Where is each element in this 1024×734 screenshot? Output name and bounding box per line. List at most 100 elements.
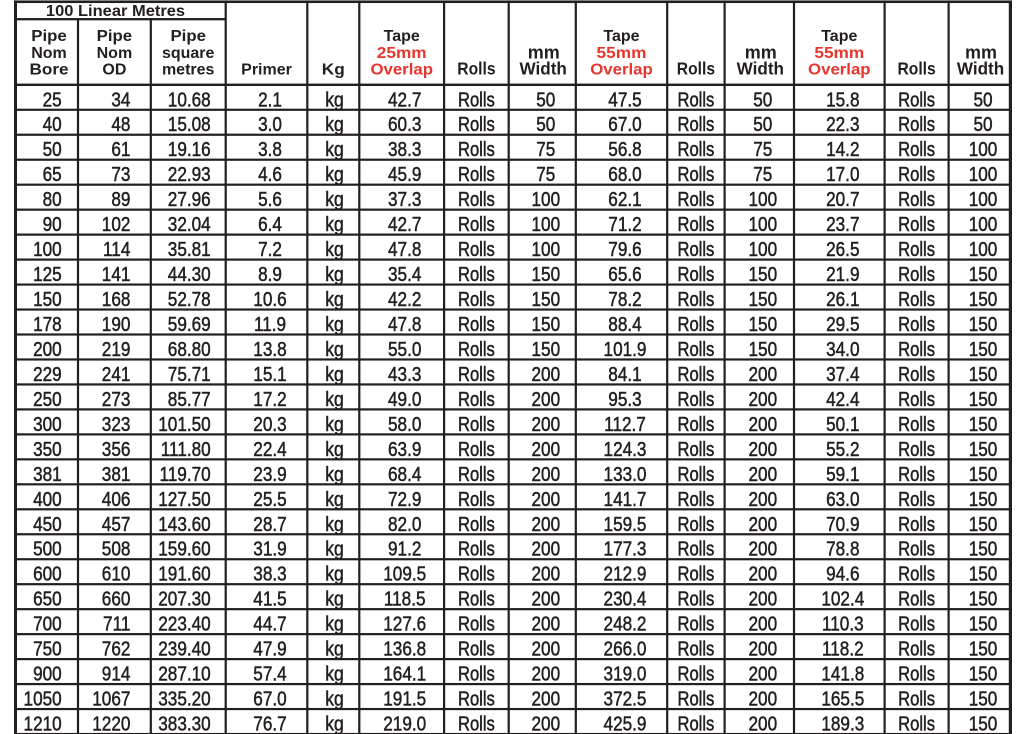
- svg-text:150: 150: [969, 612, 998, 635]
- svg-text:kg: kg: [325, 488, 344, 510]
- svg-text:119.70: 119.70: [160, 463, 211, 486]
- svg-text:150: 150: [969, 263, 998, 286]
- svg-text:Overlap: Overlap: [370, 61, 433, 79]
- svg-text:241: 241: [102, 363, 131, 386]
- svg-text:200: 200: [531, 488, 560, 511]
- svg-text:Rolls: Rolls: [458, 338, 495, 361]
- svg-text:650: 650: [33, 587, 62, 610]
- svg-text:223.40: 223.40: [158, 612, 210, 635]
- svg-text:136.8: 136.8: [383, 637, 426, 660]
- svg-text:200: 200: [748, 587, 777, 610]
- svg-text:Nom: Nom: [31, 45, 67, 62]
- svg-text:914: 914: [102, 662, 131, 685]
- svg-text:55.2: 55.2: [826, 438, 859, 461]
- svg-text:41.5: 41.5: [253, 587, 286, 610]
- svg-text:50: 50: [43, 138, 62, 161]
- svg-text:Rolls: Rolls: [898, 362, 935, 385]
- svg-text:200: 200: [531, 687, 560, 710]
- svg-text:150: 150: [969, 687, 998, 710]
- svg-text:15.1: 15.1: [253, 363, 286, 386]
- svg-text:50: 50: [973, 88, 992, 111]
- svg-text:Rolls: Rolls: [458, 238, 495, 261]
- svg-text:21.9: 21.9: [826, 263, 859, 286]
- svg-text:75: 75: [753, 138, 772, 161]
- svg-text:kg: kg: [325, 613, 344, 635]
- svg-text:32.04: 32.04: [168, 213, 211, 236]
- svg-text:200: 200: [748, 712, 777, 734]
- svg-text:52.78: 52.78: [168, 288, 211, 311]
- svg-text:78.8: 78.8: [826, 537, 859, 560]
- svg-text:75.71: 75.71: [168, 363, 211, 386]
- svg-text:372.5: 372.5: [604, 687, 647, 710]
- svg-text:68.0: 68.0: [608, 163, 641, 186]
- svg-text:Rolls: Rolls: [898, 612, 935, 635]
- svg-text:kg: kg: [325, 687, 344, 709]
- svg-text:Rolls: Rolls: [677, 412, 714, 435]
- svg-text:350: 350: [33, 438, 62, 461]
- svg-text:200: 200: [531, 537, 560, 560]
- svg-text:150: 150: [969, 463, 998, 486]
- svg-text:kg: kg: [325, 313, 344, 335]
- svg-text:100: 100: [531, 238, 560, 261]
- svg-text:150: 150: [969, 438, 998, 461]
- svg-text:50: 50: [753, 113, 772, 136]
- svg-text:Pipe: Pipe: [97, 27, 132, 45]
- svg-text:1220: 1220: [92, 712, 130, 734]
- svg-text:Rolls: Rolls: [898, 662, 935, 685]
- svg-text:7.2: 7.2: [258, 238, 282, 261]
- svg-text:20.7: 20.7: [826, 188, 859, 211]
- svg-text:49.0: 49.0: [388, 388, 421, 411]
- svg-text:356: 356: [102, 438, 131, 461]
- svg-text:29.5: 29.5: [826, 313, 859, 336]
- svg-text:22.4: 22.4: [253, 438, 286, 461]
- svg-text:150: 150: [969, 413, 998, 436]
- svg-text:kg: kg: [325, 88, 344, 110]
- svg-text:73: 73: [111, 163, 130, 186]
- svg-text:164.1: 164.1: [383, 662, 426, 685]
- svg-text:150: 150: [531, 313, 560, 336]
- svg-text:Rolls: Rolls: [898, 138, 935, 161]
- svg-text:Overlap: Overlap: [808, 61, 871, 79]
- svg-text:900: 900: [33, 662, 62, 685]
- svg-text:Rolls: Rolls: [677, 637, 714, 660]
- svg-text:Bore: Bore: [30, 60, 69, 78]
- svg-text:square: square: [162, 45, 215, 62]
- svg-text:kg: kg: [325, 413, 344, 435]
- svg-text:63.0: 63.0: [826, 488, 859, 511]
- svg-text:70.9: 70.9: [826, 513, 859, 536]
- svg-text:kg: kg: [325, 463, 344, 485]
- svg-text:Rolls: Rolls: [898, 462, 935, 485]
- svg-text:Rolls: Rolls: [458, 412, 495, 435]
- svg-text:Rolls: Rolls: [458, 88, 495, 111]
- svg-text:159.5: 159.5: [604, 513, 647, 536]
- svg-text:Rolls: Rolls: [677, 288, 714, 311]
- svg-text:600: 600: [33, 562, 62, 585]
- svg-text:711: 711: [103, 612, 130, 635]
- svg-text:56.8: 56.8: [608, 138, 641, 161]
- svg-text:381: 381: [102, 463, 131, 486]
- svg-text:200: 200: [748, 687, 777, 710]
- svg-text:Rolls: Rolls: [458, 188, 495, 211]
- svg-text:19.16: 19.16: [168, 138, 211, 161]
- svg-text:100: 100: [748, 238, 777, 261]
- svg-text:35.4: 35.4: [388, 263, 421, 286]
- svg-text:Rolls: Rolls: [458, 462, 495, 485]
- svg-text:42.7: 42.7: [388, 213, 421, 236]
- svg-text:4.6: 4.6: [258, 163, 282, 186]
- svg-text:508: 508: [102, 537, 131, 560]
- svg-text:Rolls: Rolls: [898, 338, 935, 361]
- svg-text:Rolls: Rolls: [898, 487, 935, 510]
- svg-text:200: 200: [33, 338, 62, 361]
- svg-text:Rolls: Rolls: [677, 387, 714, 410]
- svg-text:Rolls: Rolls: [677, 188, 714, 211]
- svg-text:118.5: 118.5: [384, 587, 426, 610]
- svg-text:200: 200: [748, 612, 777, 635]
- svg-text:mm: mm: [528, 43, 560, 63]
- svg-text:50: 50: [973, 113, 992, 136]
- svg-text:100: 100: [969, 213, 998, 236]
- svg-text:23.7: 23.7: [826, 213, 859, 236]
- svg-text:101.9: 101.9: [604, 338, 647, 361]
- svg-text:150: 150: [969, 587, 998, 610]
- svg-text:42.7: 42.7: [388, 88, 421, 111]
- svg-text:Rolls: Rolls: [677, 437, 714, 460]
